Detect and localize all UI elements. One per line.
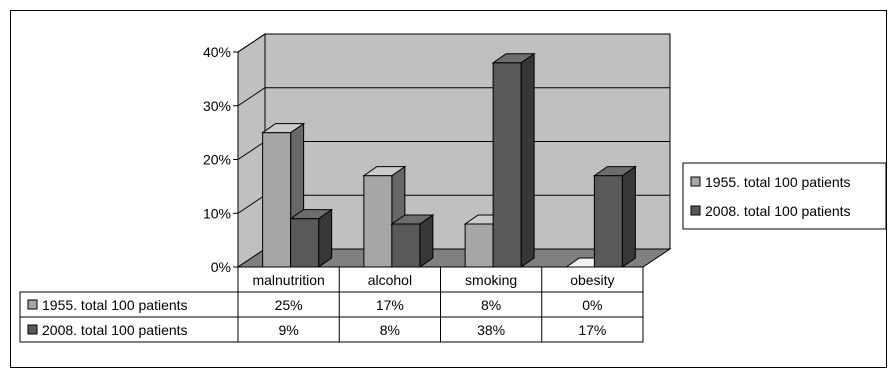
category-label: smoking (465, 272, 517, 288)
bar-1-obesity (592, 165, 637, 268)
bar-top-face (261, 123, 306, 134)
table-series-name: 2008. total 100 patients (42, 322, 188, 338)
data-label: 17% (578, 322, 606, 338)
bar-front-face (464, 223, 494, 268)
gridline (237, 87, 670, 107)
data-label: 9% (279, 322, 299, 338)
y-tick-label: 20% (203, 152, 231, 168)
data-label: 8% (380, 322, 400, 338)
bar-front-face (492, 62, 522, 268)
bar-side-face (621, 165, 636, 268)
bar-front-face (391, 223, 421, 268)
bar-top-face (390, 214, 435, 225)
table-series-name: 1955. total 100 patients (42, 297, 188, 313)
table-series-swatch (27, 324, 38, 335)
bar-top-face (289, 209, 334, 220)
bar-top-face (592, 166, 637, 177)
bar-top-face (362, 166, 407, 177)
data-label: 17% (376, 297, 404, 313)
gridline (237, 33, 670, 53)
bar-1-alcohol (390, 214, 435, 268)
legend-entry: 1955. total 100 patients (705, 174, 851, 190)
y-tick-label: 0% (211, 259, 231, 275)
y-tick-label: 10% (203, 205, 231, 221)
legend-swatch (690, 205, 701, 216)
data-label: 25% (275, 297, 303, 313)
bar-1-smoking (491, 52, 536, 268)
bar-1-malnutrition (289, 208, 334, 268)
table-row (19, 316, 644, 343)
data-label: 38% (477, 322, 505, 338)
bar-side-face (520, 52, 535, 268)
legend-box (682, 162, 887, 230)
data-label: 0% (582, 297, 602, 313)
bar-side-face (318, 208, 333, 268)
legend-swatch (690, 176, 701, 187)
table-row (19, 291, 644, 318)
table-series-swatch (27, 299, 38, 310)
category-label: alcohol (368, 272, 412, 288)
y-tick-label: 30% (203, 98, 231, 114)
legend-entry: 2008. total 100 patients (705, 203, 851, 219)
category-label: obesity (570, 272, 614, 288)
bar-front-face (290, 218, 320, 268)
y-tick-label: 40% (203, 44, 231, 60)
bar-front-face (363, 175, 393, 268)
bar-front-face (593, 175, 623, 268)
bar-top-face (491, 53, 536, 64)
bar-front-face (262, 132, 292, 268)
category-label: malnutrition (252, 272, 324, 288)
data-label: 8% (481, 297, 501, 313)
